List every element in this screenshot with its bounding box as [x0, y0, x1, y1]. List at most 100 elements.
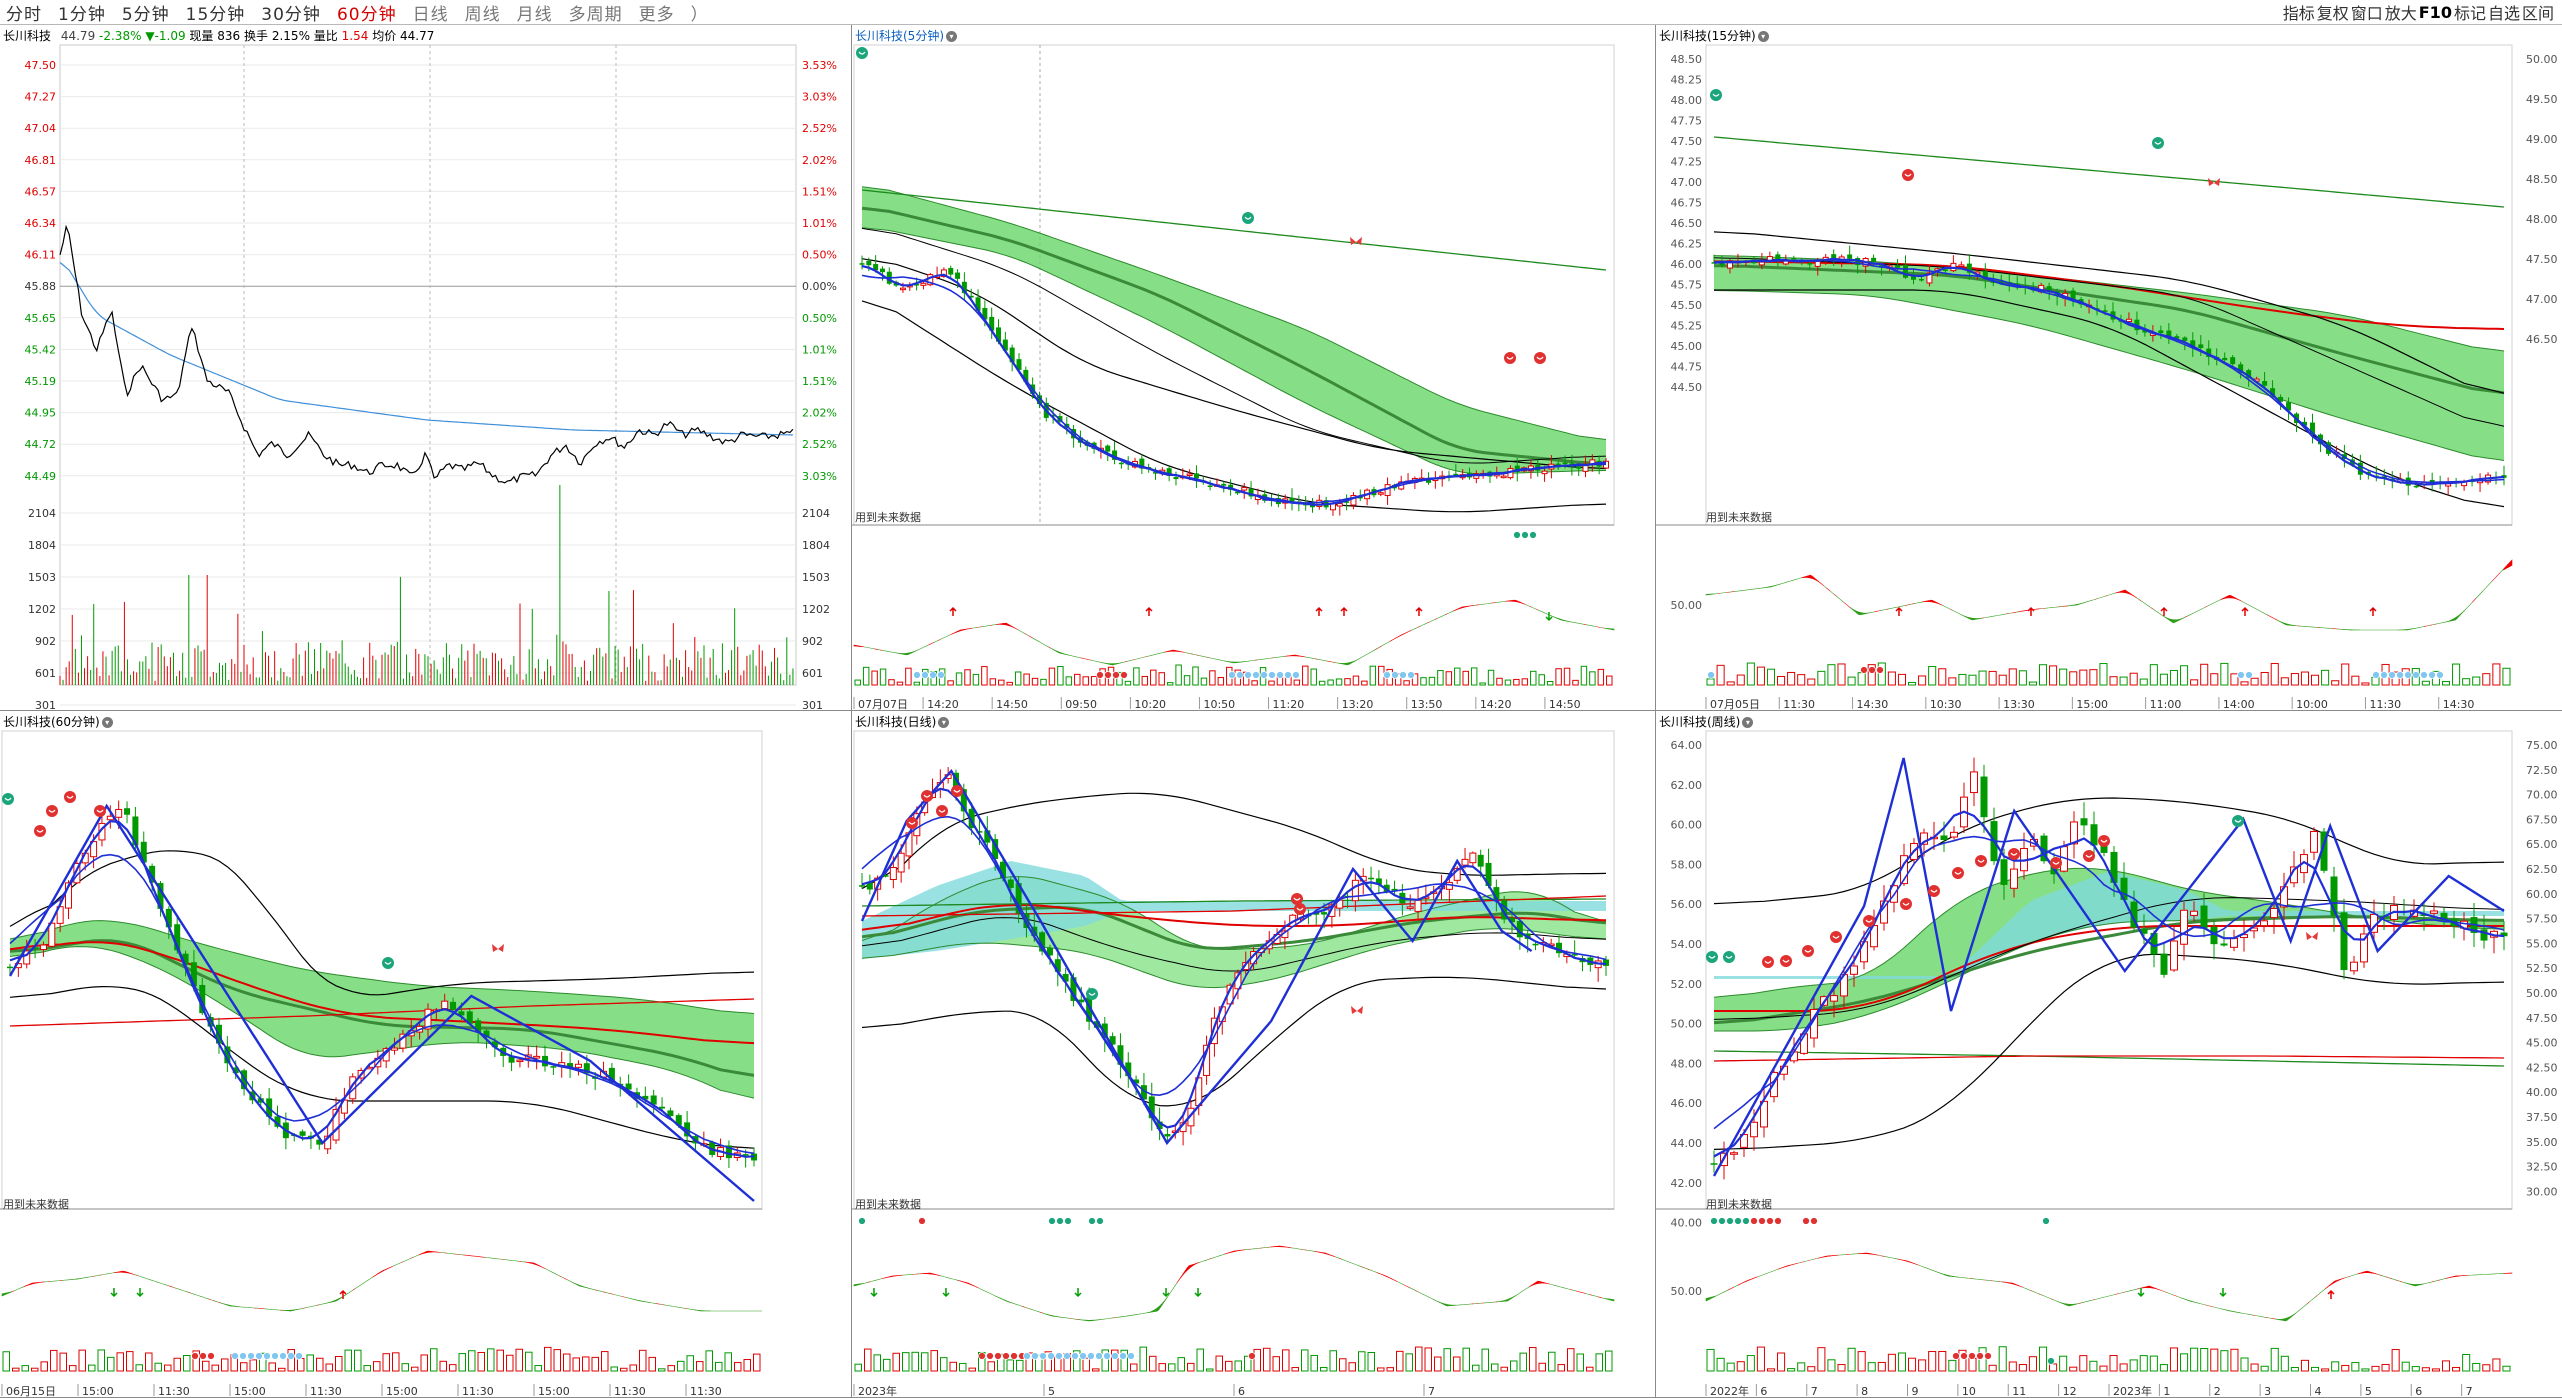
oscillator-ribbon — [2330, 1284, 2332, 1286]
tool-7[interactable]: 区间 — [2522, 0, 2554, 24]
oscillator-ribbon — [2446, 621, 2448, 622]
tab-5[interactable]: 60分钟 — [337, 0, 397, 25]
m15-chart[interactable]: 48.5048.2548.0047.7547.5047.2547.0046.75… — [1656, 25, 2562, 710]
sub-volume-bar — [950, 1362, 957, 1371]
sub-volume-bar — [1140, 1347, 1147, 1371]
oscillator-ribbon — [1756, 1277, 1758, 1278]
oscillator-ribbon — [1353, 661, 1355, 662]
oscillator-ribbon — [1460, 607, 1462, 608]
day-panel[interactable]: 长川科技(日线)▾ 56.0055.0054.0053.0052.0051.00… — [852, 711, 1656, 1398]
sub-volume-bar — [1421, 678, 1426, 685]
tool-0[interactable]: 指标 — [2283, 0, 2315, 24]
sub-volume-bar — [1598, 669, 1603, 685]
oscillator-ribbon — [1504, 1300, 1506, 1301]
sub-volume-bar — [2060, 1356, 2067, 1371]
oscillator-ribbon — [1452, 611, 1454, 612]
oscillator-ribbon — [1008, 624, 1010, 626]
tool-6[interactable]: 自选 — [2488, 0, 2520, 24]
oscillator-ribbon — [1045, 1314, 1047, 1315]
candle — [2230, 357, 2235, 364]
oscillator-ribbon — [1000, 624, 1002, 625]
oscillator-ribbon — [1181, 1274, 1183, 1277]
sub-volume-bar — [1999, 675, 2006, 685]
price-tick-right: 49.50 — [2526, 93, 2558, 106]
week-chart[interactable]: 64.0062.0060.0058.0056.0054.0052.0050.00… — [1656, 711, 2562, 1397]
oscillator-ribbon — [2213, 602, 2215, 603]
sub-volume-bar — [725, 1353, 732, 1371]
sub-volume-bar — [13, 1368, 20, 1371]
tool-5[interactable]: 标记 — [2454, 0, 2486, 24]
oscillator-ribbon — [1909, 1261, 1911, 1262]
oscillator-ribbon — [2378, 1274, 2380, 1275]
tab-7[interactable]: 周线 — [465, 0, 501, 25]
oscillator-ribbon — [1911, 1262, 1913, 1263]
sub-volume-bar — [1435, 1357, 1442, 1371]
oscillator-ribbon — [201, 1296, 203, 1297]
sub-volume-bar — [307, 1355, 314, 1371]
sub-volume-bar — [2150, 665, 2157, 685]
oscillator-ribbon — [1014, 1304, 1016, 1305]
intraday-panel[interactable]: 长川科技 44.79 -2.38% ▼-1.09 现量 836 换手 2.15%… — [0, 25, 852, 711]
oscillator-ribbon — [26, 1285, 28, 1286]
tab-10[interactable]: 更多 — [639, 0, 675, 25]
oscillator-ribbon — [2372, 1272, 2374, 1273]
tab-2[interactable]: 5分钟 — [122, 0, 170, 25]
sub-volume-bar — [999, 680, 1004, 685]
oscillator-ribbon — [158, 1282, 160, 1283]
tab-4[interactable]: 30分钟 — [261, 0, 321, 25]
oscillator-ribbon — [1949, 1275, 1951, 1276]
signal-dot — [2373, 672, 2380, 679]
signal-dot — [1803, 1218, 1810, 1225]
sub-volume-bar — [687, 1356, 694, 1371]
sub-volume-bar — [2241, 1358, 2248, 1371]
oscillator-ribbon — [2, 1293, 4, 1296]
oscillator-ribbon — [1788, 581, 1790, 582]
tab-3[interactable]: 15分钟 — [186, 0, 246, 25]
oscillator-ribbon — [1768, 587, 1770, 588]
oscillator-ribbon — [1514, 1296, 1516, 1297]
day-chart[interactable]: 56.0055.0054.0053.0052.0051.0050.0049.00… — [852, 711, 1655, 1397]
oscillator-ribbon — [968, 1283, 970, 1284]
tab-1[interactable]: 1分钟 — [58, 0, 106, 25]
price-tick: 45.50 — [1671, 299, 1703, 312]
tab-9[interactable]: 多周期 — [569, 0, 623, 25]
tab-6[interactable]: 日线 — [413, 0, 449, 25]
signal-badge — [1291, 893, 1303, 905]
tool-1[interactable]: 复权 — [2317, 0, 2349, 24]
tool-2[interactable]: 窗口 — [2351, 0, 2383, 24]
oscillator-ribbon — [1333, 1256, 1335, 1257]
oscillator-ribbon — [533, 1263, 535, 1265]
tab-8[interactable]: 月线 — [517, 0, 553, 25]
sub-volume-bar — [2090, 670, 2097, 685]
time-label: 14:20 — [927, 698, 959, 710]
oscillator-ribbon — [2169, 1293, 2171, 1294]
signal-dot — [995, 1353, 1002, 1360]
oscillator-ribbon — [1365, 654, 1367, 655]
oscillator-ribbon — [2382, 1276, 2384, 1277]
oscillator-ribbon — [928, 644, 930, 645]
candle — [880, 269, 885, 273]
tab-0[interactable]: 分时 — [6, 0, 42, 25]
oscillator-ribbon — [1584, 1293, 1586, 1294]
oscillator-ribbon — [2229, 1311, 2231, 1312]
pct-tick: 2.52% — [802, 122, 837, 135]
candle — [2414, 486, 2419, 488]
tool-4[interactable]: F10 — [2419, 3, 2452, 22]
sub-volume-bar — [535, 1366, 542, 1371]
time-label: 11:30 — [2369, 698, 2401, 710]
sub-volume-bar — [1818, 671, 1825, 685]
tool-3[interactable]: 放大 — [2385, 0, 2417, 24]
oscillator-ribbon — [2508, 562, 2510, 567]
oscillator-ribbon — [2079, 603, 2081, 604]
signal-dot — [2381, 672, 2388, 679]
oscillator-ribbon — [1963, 615, 1965, 616]
oscillator-ribbon — [974, 1286, 976, 1287]
oscillator-ribbon — [2231, 596, 2233, 598]
